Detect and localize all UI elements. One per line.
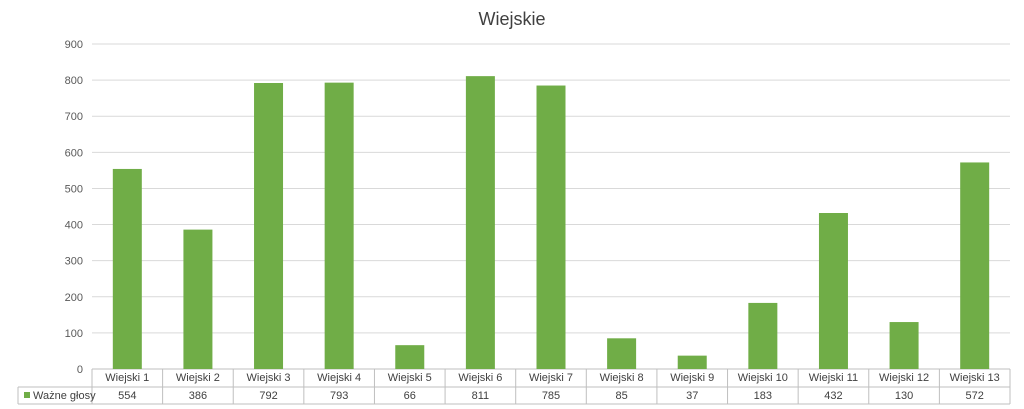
category-label: Wiejski 3 bbox=[247, 372, 291, 384]
data-label: 37 bbox=[686, 390, 698, 402]
data-label: 432 bbox=[824, 390, 842, 402]
y-tick-label: 300 bbox=[65, 256, 83, 268]
bar bbox=[536, 85, 566, 370]
category-label: Wiejski 6 bbox=[458, 372, 502, 384]
category-label: Wiejski 7 bbox=[529, 372, 573, 384]
y-tick-label: 200 bbox=[65, 292, 83, 304]
data-label: 85 bbox=[615, 390, 627, 402]
bar bbox=[677, 355, 707, 369]
y-tick-label: 800 bbox=[65, 75, 83, 87]
bars bbox=[112, 76, 990, 370]
bar bbox=[254, 83, 284, 369]
data-label: 183 bbox=[754, 390, 772, 402]
category-label: Wiejski 13 bbox=[950, 372, 1000, 384]
category-label: Wiejski 10 bbox=[738, 372, 788, 384]
category-label: Wiejski 2 bbox=[176, 372, 220, 384]
y-axis-ticks: 0 100 200 300 400 500 600 700 800 900 bbox=[65, 39, 83, 376]
bar bbox=[748, 302, 778, 369]
category-label: Wiejski 1 bbox=[105, 372, 149, 384]
data-label: 811 bbox=[472, 390, 490, 402]
y-tick-label: 500 bbox=[65, 183, 83, 195]
y-tick-label: 400 bbox=[65, 220, 83, 232]
category-label: Wiejski 12 bbox=[879, 372, 929, 384]
category-label: Wiejski 9 bbox=[670, 372, 714, 384]
data-label: 554 bbox=[118, 390, 136, 402]
data-label: 66 bbox=[404, 390, 416, 402]
data-label: 572 bbox=[966, 390, 984, 402]
y-tick-label: 0 bbox=[77, 364, 83, 376]
y-tick-label: 900 bbox=[65, 39, 83, 51]
category-label: Wiejski 8 bbox=[600, 372, 644, 384]
data-label: 130 bbox=[895, 390, 913, 402]
data-label: 792 bbox=[259, 390, 277, 402]
bar bbox=[112, 168, 142, 369]
chart-title: Wiejskie bbox=[478, 9, 545, 29]
data-label: 785 bbox=[542, 390, 560, 402]
bar bbox=[395, 345, 425, 369]
y-tick-label: 700 bbox=[65, 111, 83, 123]
category-label: Wiejski 4 bbox=[317, 372, 361, 384]
bar bbox=[607, 338, 637, 369]
data-table: Wiejski 1 554 Wiejski 2 386 Wiejski 3 792 Wiej… bbox=[17, 369, 1011, 405]
data-label: 793 bbox=[330, 390, 348, 402]
bar bbox=[324, 82, 354, 369]
category-label: Wiejski 5 bbox=[388, 372, 432, 384]
bar bbox=[960, 162, 990, 369]
bar bbox=[465, 76, 495, 369]
legend-swatch bbox=[24, 392, 30, 398]
y-tick-label: 600 bbox=[65, 147, 83, 159]
bar bbox=[818, 213, 848, 369]
bar bbox=[183, 229, 213, 369]
category-label: Wiejski 11 bbox=[809, 372, 858, 384]
legend-label: Ważne głosy bbox=[33, 390, 96, 402]
data-label: 386 bbox=[189, 390, 207, 402]
y-tick-label: 100 bbox=[65, 328, 83, 340]
bar bbox=[889, 322, 919, 369]
